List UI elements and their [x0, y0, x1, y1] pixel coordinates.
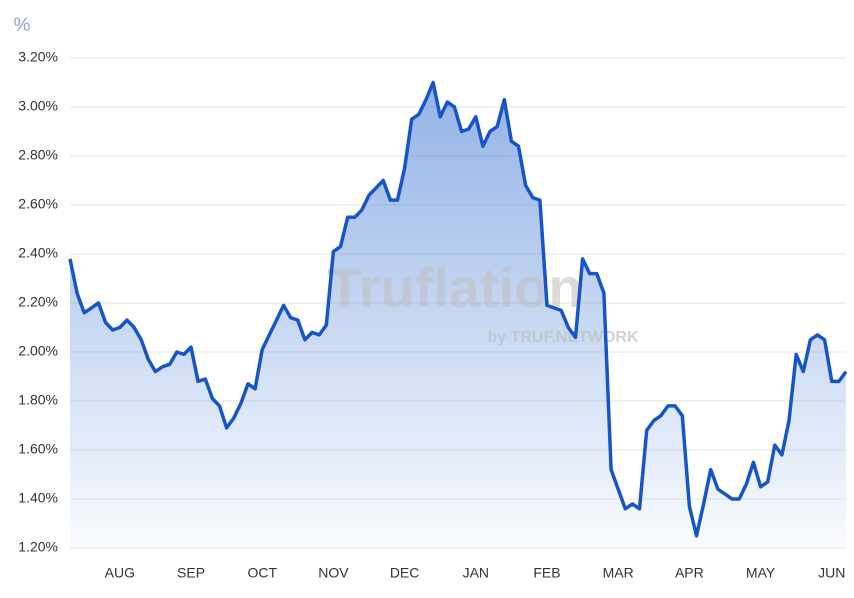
line — [68, 80, 848, 538]
y-tick-label: 3.20% — [18, 49, 58, 65]
watermark: Truflation — [327, 256, 582, 319]
x-tick-label: DEC — [390, 565, 420, 581]
y-tick-label: 1.40% — [18, 490, 58, 506]
x-tick-label: FEB — [533, 565, 560, 581]
y-tick-label: 2.60% — [18, 196, 58, 212]
x-tick-label: JUN — [818, 565, 845, 581]
watermark-sub: by TRUF.NETWORK — [487, 329, 639, 346]
x-tick-label: MAY — [746, 565, 776, 581]
x-tick-label: OCT — [247, 565, 277, 581]
y-tick-label: 2.00% — [18, 343, 58, 359]
x-tick-label: JAN — [463, 565, 489, 581]
y-tick-label: 2.20% — [18, 294, 58, 310]
x-tick-label: NOV — [318, 565, 349, 581]
y-tick-label: 1.80% — [18, 392, 58, 408]
y-tick-label: 2.40% — [18, 245, 58, 261]
y-tick-label: 2.80% — [18, 147, 58, 163]
area-fill — [70, 82, 846, 548]
x-tick-label: MAR — [603, 565, 634, 581]
y-tick-label: 3.00% — [18, 98, 58, 114]
y-tick-label: 1.60% — [18, 441, 58, 457]
x-tick-label: APR — [675, 565, 704, 581]
x-tick-label: SEP — [177, 565, 205, 581]
y-tick-label: 1.20% — [18, 539, 58, 555]
y-axis-label: % — [14, 15, 31, 36]
x-tick-label: AUG — [105, 565, 135, 581]
